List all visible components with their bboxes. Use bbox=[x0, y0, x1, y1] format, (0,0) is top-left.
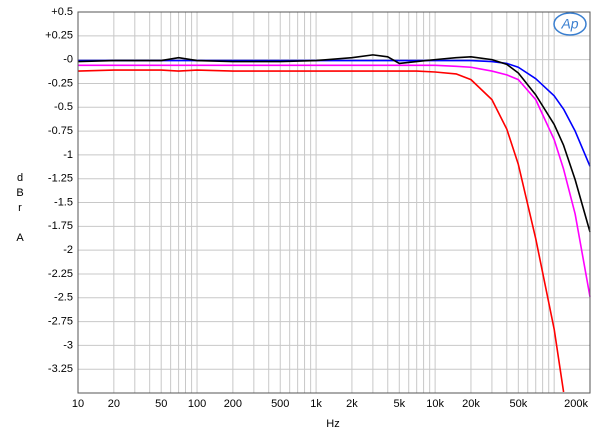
y-tick-label: -2.5 bbox=[54, 292, 73, 304]
x-tick-label: 500 bbox=[271, 398, 289, 410]
y-tick-label: -2.75 bbox=[48, 315, 73, 327]
x-tick-label: 200 bbox=[224, 398, 242, 410]
lines bbox=[77, 54, 591, 393]
y-tick-label: -1.5 bbox=[54, 196, 73, 208]
x-tick-label: 5k bbox=[393, 398, 405, 410]
y-tick-label: -3.25 bbox=[48, 363, 73, 375]
x-tick-label: 1k bbox=[310, 398, 322, 410]
y-tick-label: -0.75 bbox=[48, 125, 73, 137]
grid bbox=[77, 11, 591, 393]
y-axis-label: dBr A bbox=[14, 172, 26, 247]
y-tick-label: +0.25 bbox=[45, 30, 73, 42]
x-tick-label: 200k bbox=[564, 398, 588, 410]
x-axis-label: Hz bbox=[326, 418, 339, 430]
x-tick-label: 20k bbox=[462, 398, 480, 410]
y-tick-label: -1.25 bbox=[48, 173, 73, 185]
y-tick-label: -2.25 bbox=[48, 268, 73, 280]
y-tick-label: -0.25 bbox=[48, 77, 73, 89]
y-tick-label: -1.75 bbox=[48, 220, 73, 232]
x-tick-label: 2k bbox=[346, 398, 358, 410]
y-tick-label: +0.5 bbox=[51, 6, 73, 18]
x-tick-label: 20 bbox=[108, 398, 120, 410]
series-line bbox=[77, 69, 565, 393]
y-tick-label: -3 bbox=[63, 339, 73, 351]
logo: Ap bbox=[560, 16, 578, 32]
x-tick-label: 100 bbox=[188, 398, 206, 410]
y-tick-label: -1 bbox=[63, 149, 73, 161]
x-tick-label: 50k bbox=[509, 398, 527, 410]
x-tick-label: 10k bbox=[426, 398, 444, 410]
x-tick-label: 50 bbox=[155, 398, 167, 410]
plot-frame bbox=[77, 11, 591, 394]
series-line bbox=[77, 54, 591, 233]
y-tick-label: -0.5 bbox=[54, 101, 73, 113]
y-tick-label: -2 bbox=[63, 244, 73, 256]
y-tick-label: -0 bbox=[63, 54, 73, 66]
x-tick-label: 10 bbox=[72, 398, 84, 410]
logo-ring bbox=[553, 12, 587, 36]
series-line bbox=[78, 64, 591, 297]
